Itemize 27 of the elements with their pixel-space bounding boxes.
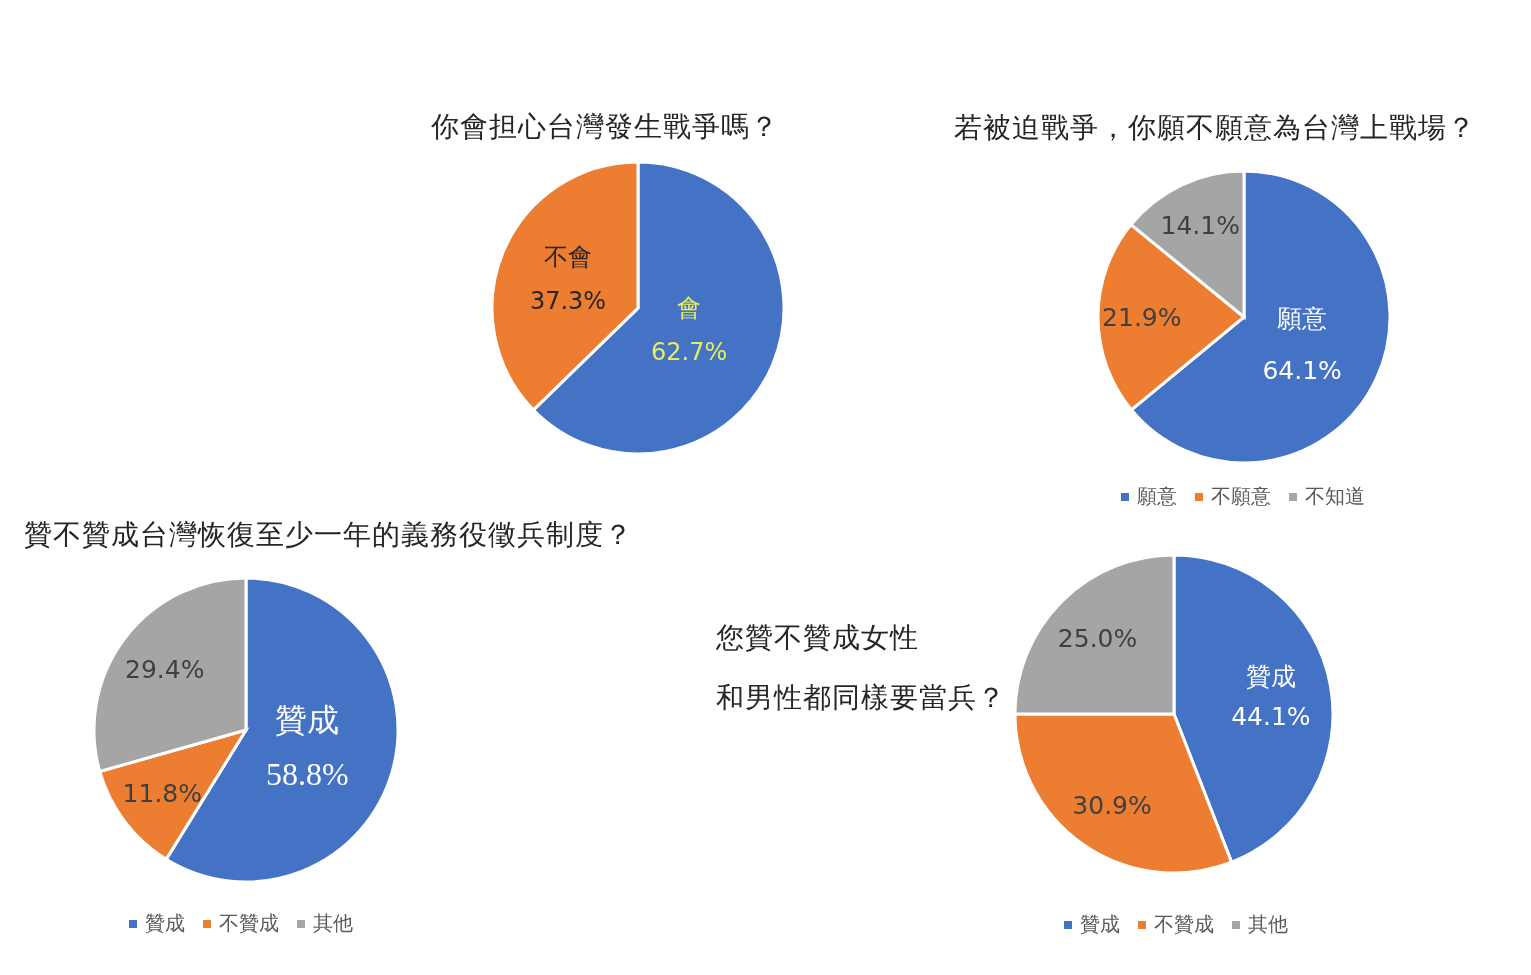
chart-title: 若被迫戰爭，你願不願意為台灣上戰場？ — [953, 110, 1477, 146]
legend-label: 願意 — [1137, 483, 1177, 510]
data-label: 14.1% — [1160, 210, 1240, 240]
legend-label: 不願意 — [1211, 483, 1271, 510]
slice-label: 會 — [677, 293, 702, 322]
data-label: 29.4% — [125, 654, 205, 684]
legend-label: 其他 — [313, 910, 353, 937]
data-label: 願意 64.1% — [1262, 303, 1342, 385]
text: 和男性都同樣要當兵？ — [716, 680, 1007, 716]
data-label: 贊成 44.1% — [1231, 661, 1311, 731]
chart-title: 你會担心台灣發生戰爭嗎？ — [430, 109, 780, 145]
data-label: 30.9% — [1072, 790, 1152, 820]
legend-label: 其他 — [1248, 911, 1288, 938]
data-label: 25.0% — [1057, 623, 1138, 653]
data-label: 11.8% — [122, 778, 203, 808]
legend-label: 不知道 — [1305, 483, 1365, 510]
legend-label: 贊成 — [145, 910, 185, 937]
slice-label: 不會 — [544, 242, 593, 271]
data-label: 21.9% — [1102, 302, 1182, 332]
data-label: 37.3% — [529, 286, 607, 315]
data-label: 62.7% — [651, 337, 728, 366]
legend-label: 不贊成 — [219, 910, 279, 937]
legend-label: 贊成 — [1080, 911, 1120, 938]
chart-title: 贊不贊成台灣恢復至少一年的義務役徵兵制度？ — [24, 517, 634, 553]
data-label: 贊成 58.8% — [266, 702, 349, 793]
legend-label: 不贊成 — [1154, 911, 1214, 938]
text: 您贊不贊成女性 — [716, 620, 920, 656]
